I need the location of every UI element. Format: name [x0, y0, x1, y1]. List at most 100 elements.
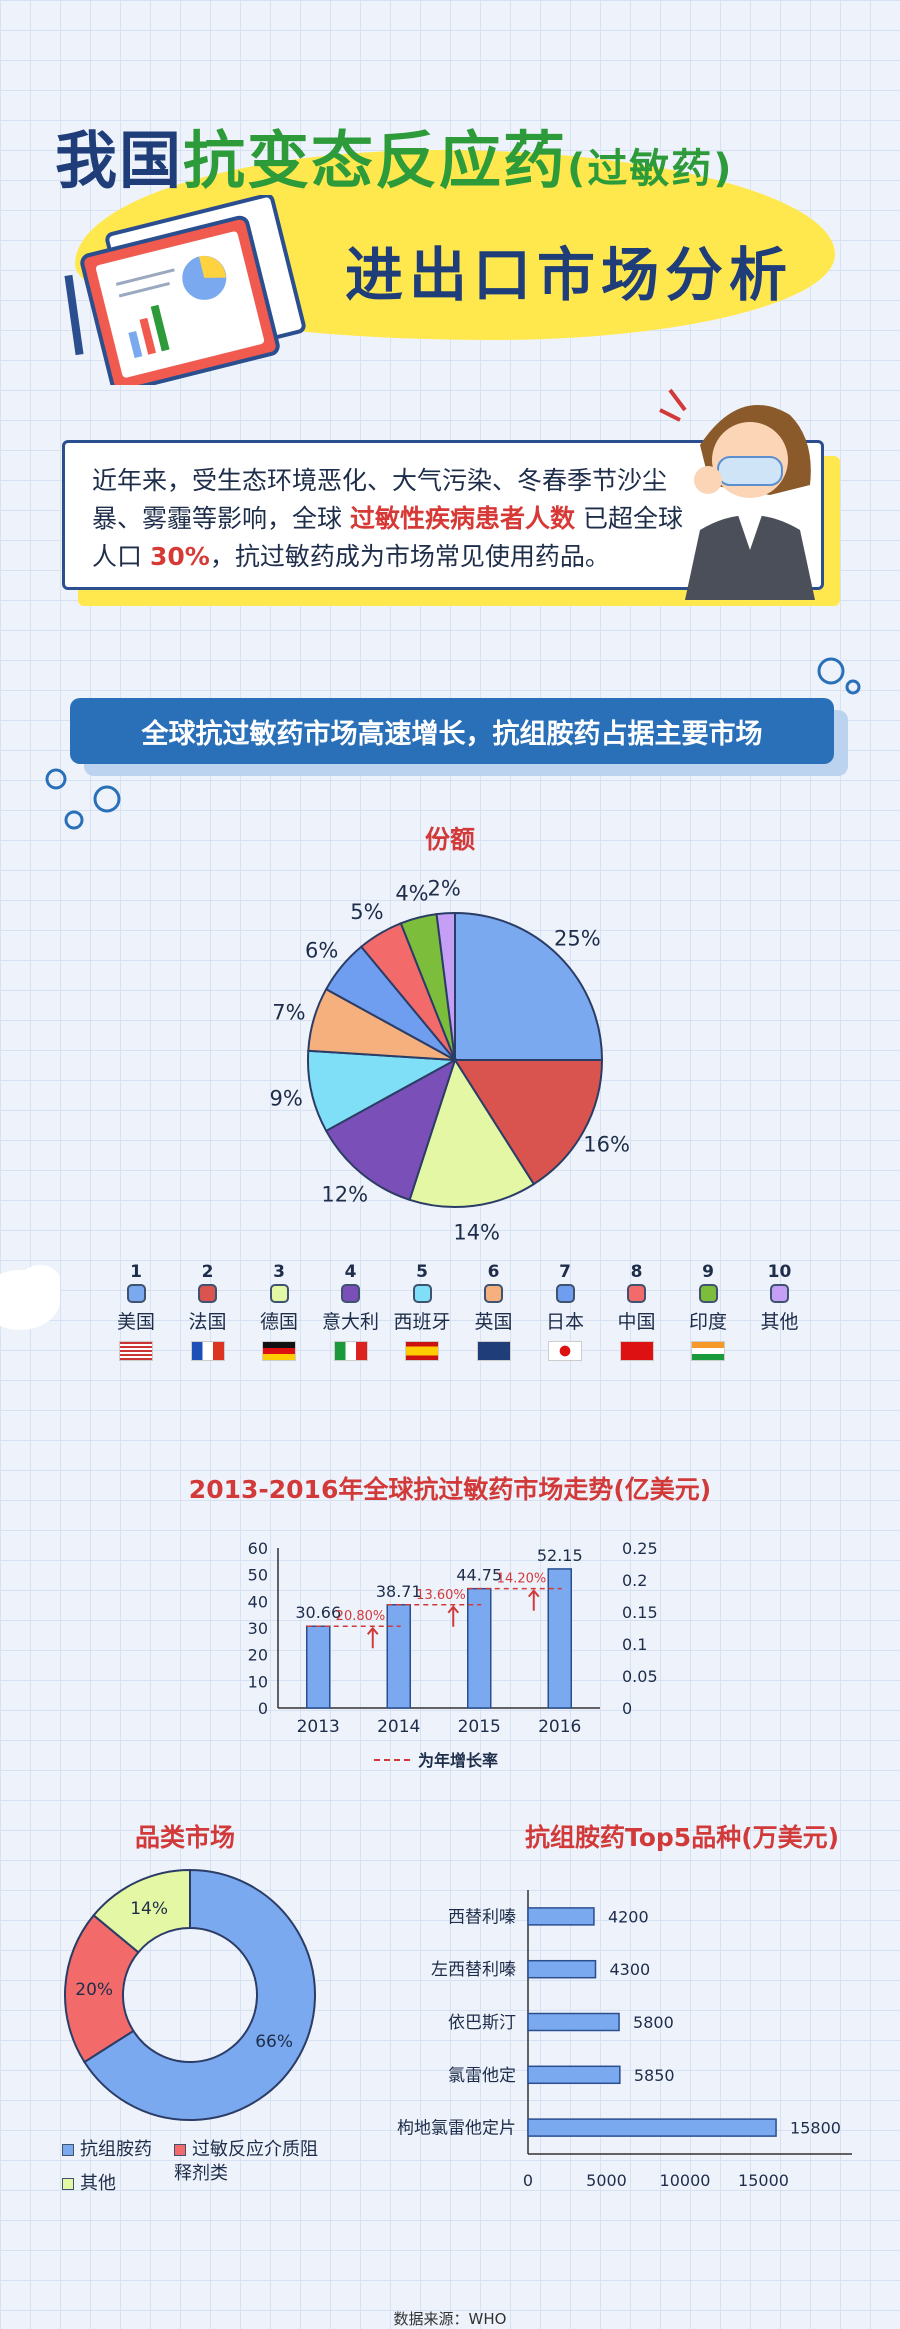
growth-rate-label: 14.20%: [497, 1572, 547, 1587]
y2-tick-label: 0.1: [622, 1635, 647, 1654]
report-clipboard-icon: [64, 195, 306, 385]
y-tick-label: 40: [248, 1592, 268, 1611]
section-banner: 全球抗过敏药市场高速增长，抗组胺药占据主要市场: [70, 698, 834, 764]
legend-country-name: 英国: [474, 1311, 513, 1333]
legend-item-1: 1 美国: [100, 1262, 172, 1361]
bar-2016: [547, 1568, 572, 1709]
legend-item-10: 10 其他: [744, 1262, 816, 1335]
title-part-c: (过敏药): [567, 146, 734, 192]
donut-legend-swatch: [62, 2144, 74, 2156]
legend-country-name: 中国: [617, 1311, 656, 1333]
legend-country-name: 德国: [259, 1311, 298, 1333]
donut-label-1: 66%: [255, 2032, 293, 2052]
pie-label-7: 6%: [305, 939, 338, 963]
pie-label-10: 2%: [427, 876, 460, 900]
hbar-value-label: 4300: [610, 1960, 651, 1979]
pie-slice-1: [454, 911, 604, 1061]
hbar-category-label: 氯雷他定: [448, 2066, 516, 2086]
hbar-5: [527, 2118, 777, 2137]
legend-country-name: 美国: [116, 1311, 155, 1333]
y2-tick-label: 0.25: [622, 1539, 658, 1558]
flag-de-icon: [262, 1341, 296, 1361]
pie-label-3: 14%: [453, 1221, 500, 1245]
donut-segment-3: [92, 1868, 191, 1954]
growth-rate-label: 13.60%: [416, 1588, 466, 1603]
woman-with-mask-illustration: [659, 388, 815, 600]
bar-2015: [467, 1587, 492, 1709]
legend-number: 1: [130, 1262, 142, 1282]
hbar-value-label: 5850: [634, 2066, 675, 2085]
flag-fr-icon: [190, 1341, 225, 1361]
legend-number: 6: [487, 1262, 500, 1282]
legend-number: 2: [201, 1262, 214, 1282]
legend-number: 8: [630, 1262, 643, 1282]
legend-swatch: [698, 1284, 718, 1303]
page-title-line1: 我国抗变态反应药(过敏药): [55, 110, 855, 200]
legend-item-4: 4 意大利: [315, 1262, 387, 1361]
donut-label-3: 14%: [130, 1899, 168, 1919]
pie-label-5: 9%: [270, 1087, 303, 1111]
y2-tick-label: 0.15: [622, 1603, 658, 1622]
pie-label-4: 12%: [321, 1182, 368, 1206]
y-tick-label: 30: [248, 1619, 268, 1638]
pie-legend: 1 美国 2 法国 3 德国 4 意大利 5 西班牙 6 英国 7 日本 8 中国 9 印度 10 其他: [100, 1262, 800, 1372]
hbar-1: [527, 1907, 595, 1926]
top5-horizontal-bar-chart: 西替利嗪 4200 左西替利嗪 4300 依巴斯汀 5800 氯雷他定 5850 枸地氯雷他定片…: [397, 1890, 852, 2190]
hbar-category-label: 西替利嗪: [448, 1907, 516, 1927]
data-source: 数据来源：WHO: [393, 2310, 507, 2328]
bar-chart-title: 2013-2016年全球抗过敏药市场走势(亿美元): [188, 1475, 712, 1504]
legend-swatch: [126, 1284, 146, 1303]
bar-2014: [386, 1604, 411, 1709]
y-tick-label: 50: [248, 1566, 268, 1585]
legend-country-name: 西班牙: [393, 1311, 451, 1333]
pie-chart-title: 份额: [424, 825, 475, 854]
legend-item-6: 6 英国: [458, 1262, 530, 1361]
bar-value-label: 30.66: [295, 1603, 341, 1622]
pie-label-6: 7%: [272, 1001, 305, 1025]
legend-country-name: 意大利: [321, 1311, 379, 1333]
flag-jp-icon: [548, 1341, 582, 1361]
pie-slice-2: [453, 1059, 604, 1186]
bar-value-label: 38.71: [376, 1582, 422, 1601]
legend-swatch: [412, 1284, 432, 1303]
flag-it-icon: [333, 1341, 368, 1361]
y2-tick-label: 0: [622, 1699, 632, 1718]
legend-item-5: 5 西班牙: [386, 1262, 458, 1361]
legend-country-name: 法国: [188, 1311, 227, 1333]
decor-circles-left: [45, 768, 121, 830]
legend-swatch: [555, 1284, 575, 1303]
y-tick-label: 0: [258, 1699, 268, 1718]
top5-title: 抗组胺药Top5品种(万美元): [525, 1823, 840, 1852]
flag-gb-icon: [476, 1341, 511, 1361]
legend-swatch: [198, 1284, 217, 1303]
legend-country-name: 印度: [688, 1311, 727, 1333]
legend-number: 3: [273, 1262, 285, 1282]
legend-item-3: 3 德国: [243, 1262, 315, 1361]
category-market-title: 品类市场: [135, 1823, 236, 1852]
legend-swatch: [770, 1284, 789, 1303]
category-donut-chart: 66% 20% 14%: [64, 1868, 316, 2121]
hbar-category-label: 依巴斯汀: [448, 2013, 516, 2033]
hbar-value-label: 4200: [608, 1907, 649, 1926]
donut-legend-label: 抗组胺药: [80, 2139, 152, 2160]
pie-label-8: 5%: [350, 900, 383, 924]
y2-tick-label: 0.2: [622, 1571, 647, 1590]
cloud-decoration: [0, 1265, 60, 1330]
intro-part2: 已超全球人口: [92, 504, 683, 571]
hbar-value-label: 5800: [633, 2013, 674, 2032]
pie-slice-10: [435, 911, 456, 1061]
growth-legend-label: 为年增长率: [418, 1751, 498, 1770]
legend-swatch: [269, 1284, 289, 1303]
intro-highlight-percent: 30%: [149, 542, 210, 571]
legend-number: 4: [344, 1262, 357, 1282]
hbar-2: [527, 1959, 597, 1979]
intro-part1: 近年来，受生态环境恶化、大气污染、冬春季节沙尘暴、雾霾等影响，全球: [92, 466, 668, 533]
intro-text: 近年来，受生态环境恶化、大气污染、冬春季节沙尘暴、雾霾等影响，全球 过敏性疾病患…: [92, 462, 702, 576]
intro-highlight-patients: 过敏性疾病患者人数: [349, 504, 575, 533]
bar-2013: [306, 1625, 331, 1709]
x-tick-label: 2013: [297, 1717, 340, 1737]
pie-label-2: 16%: [583, 1132, 630, 1156]
pie-slice-4: [324, 1057, 457, 1202]
x-tick-label: 2016: [538, 1717, 581, 1737]
donut-legend-swatch: [174, 2144, 186, 2156]
